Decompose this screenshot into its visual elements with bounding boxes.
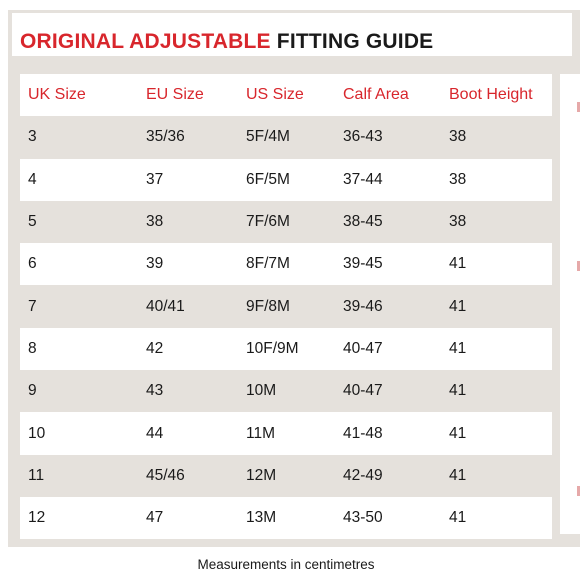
table-cell: 47 [146,509,164,527]
table-cell: 40-47 [343,382,383,400]
table-cell: 6 [28,255,37,273]
table-cell: 12 [28,509,46,527]
table-row: 12 47 13M 43-50 41 [20,496,552,540]
table-cell: 12M [246,466,277,484]
table-cell: 9F/8M [246,297,290,315]
table-cell: 37-44 [343,170,383,188]
table-row: 11 45/46 12M 42-49 41 [20,455,552,497]
header-boot-height: Boot Height [449,86,533,104]
table-cell: 39-46 [343,297,383,315]
table-cell: 44 [146,424,164,442]
table-cell: 10M [246,382,277,400]
table-cell: 8F/7M [246,255,290,273]
table-cell: 43 [146,382,164,400]
table-cell: 41 [449,382,467,400]
page-title: ORIGINAL ADJUSTABLE FITTING GUIDE [20,30,433,54]
table-cell: 6F/5M [246,170,290,188]
table-cell: 5 [28,213,37,231]
table-cell: 4 [28,170,37,188]
table-row: 7 40/41 9F/8M 39-46 41 [20,285,552,327]
table-cell: 41 [449,339,467,357]
table-cell: 41 [449,297,467,315]
table-cell: 38-45 [343,213,383,231]
table-cell: 13M [246,509,277,527]
table-row: 4 37 6F/5M 37-44 38 [20,158,552,201]
table-cell: 11M [246,424,276,442]
table-cell: 41-48 [343,424,383,442]
table-cell: 39 [146,255,164,273]
table-row: 5 38 7F/6M 38-45 38 [20,201,552,243]
header-eu-size: EU Size [146,86,204,104]
title-suffix: FITTING GUIDE [270,30,434,53]
table-row: 8 42 10F/9M 40-47 41 [20,327,552,371]
table-cell: 10 [28,424,46,442]
table-cell: 36-43 [343,128,383,146]
table-cell: 40-47 [343,339,383,357]
side-mark [577,102,580,112]
table-row: 6 39 8F/7M 39-45 41 [20,243,552,286]
table-cell: 38 [449,170,467,188]
table-row: 3 35/36 5F/4M 36-43 38 [20,116,552,158]
table-header-row: UK Size EU Size US Size Calf Area Boot H… [20,74,552,117]
table-cell: 8 [28,339,37,357]
table-row: 9 43 10M 40-47 41 [20,370,552,412]
table-cell: 35/36 [146,128,185,146]
side-mark [577,261,580,271]
header-calf-area: Calf Area [343,86,409,104]
table-cell: 7 [28,297,37,315]
side-mark [577,486,580,496]
table-cell: 11 [28,466,45,484]
table-cell: 9 [28,382,37,400]
table-cell: 7F/6M [246,213,290,231]
table-cell: 38 [449,213,467,231]
side-panel [560,74,580,534]
fitting-table: UK Size EU Size US Size Calf Area Boot H… [20,74,552,540]
table-cell: 45/46 [146,466,185,484]
table-cell: 42 [146,339,164,357]
title-bar [12,13,572,56]
header-uk-size: UK Size [28,86,86,104]
table-cell: 41 [449,424,467,442]
footer-note: Measurements in centimetres [197,557,375,572]
table-cell: 38 [449,128,467,146]
header-us-size: US Size [246,86,304,104]
table-cell: 10F/9M [246,339,299,357]
table-cell: 38 [146,213,164,231]
table-row: 10 44 11M 41-48 41 [20,412,552,455]
table-cell: 37 [146,170,164,188]
table-cell: 42-49 [343,466,383,484]
table-cell: 40/41 [146,297,185,315]
table-cell: 41 [449,466,467,484]
table-cell: 5F/4M [246,128,290,146]
table-cell: 41 [449,509,467,527]
table-cell: 41 [449,255,467,273]
table-cell: 43-50 [343,509,383,527]
table-cell: 3 [28,128,37,146]
table-cell: 39-45 [343,255,383,273]
title-brand: ORIGINAL ADJUSTABLE [20,30,271,53]
